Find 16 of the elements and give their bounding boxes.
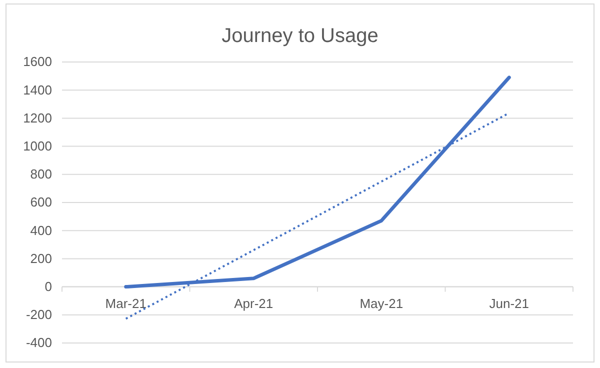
x-tick-label: Jun-21 [489, 296, 529, 312]
y-tick-label: 1600 [23, 54, 52, 70]
y-tick-label: 1400 [23, 82, 52, 98]
y-tick-label: 400 [30, 222, 52, 238]
y-tick-label: 800 [30, 166, 52, 182]
y-tick-label: -400 [26, 335, 52, 350]
chart-title: Journey to Usage [222, 25, 378, 47]
y-tick-label: 600 [30, 194, 52, 210]
y-tick-label: 200 [30, 250, 52, 266]
y-tick-label: -200 [26, 307, 52, 322]
y-tick-label: 1000 [23, 138, 52, 154]
x-tick-label: Mar-21 [105, 296, 146, 312]
x-tick-label: May-21 [360, 296, 404, 312]
x-tick-label: Apr-21 [234, 296, 274, 312]
y-tick-label: 0 [44, 278, 52, 294]
y-tick-label: 1200 [23, 110, 52, 126]
